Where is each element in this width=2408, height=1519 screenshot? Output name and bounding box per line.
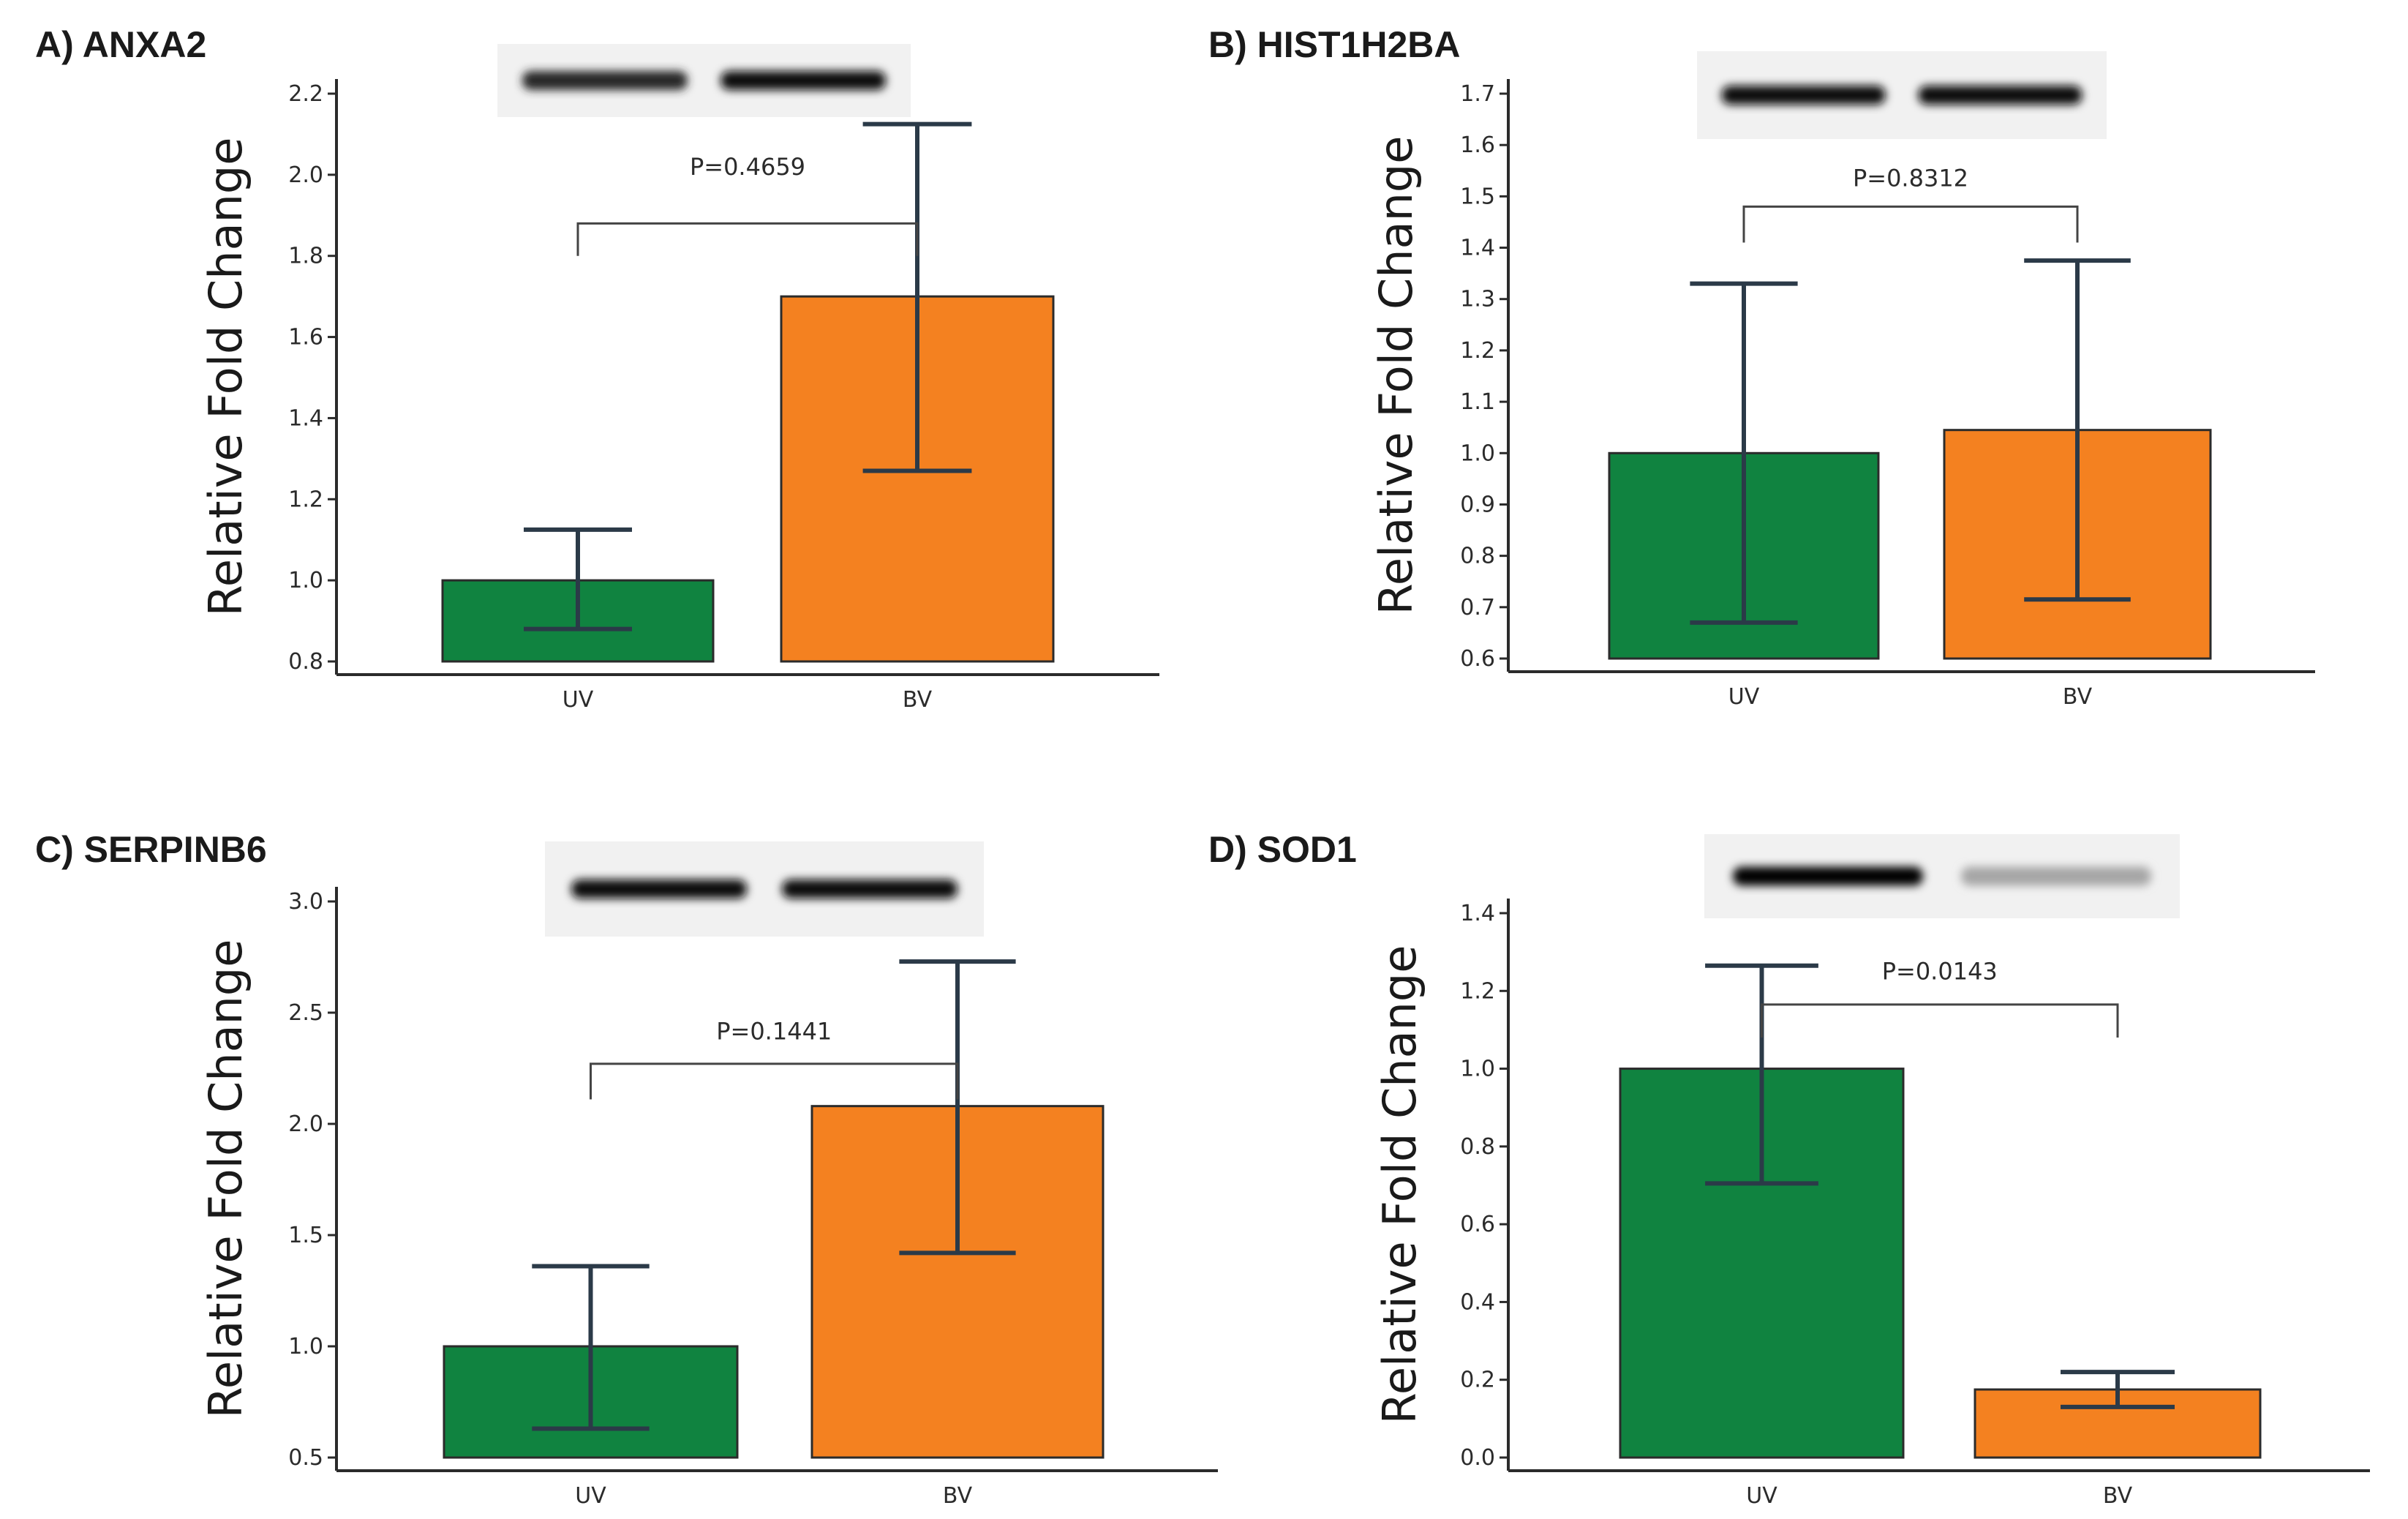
y-tick-label: 1.2 [1460, 338, 1495, 364]
y-tick-label: 3.0 [288, 889, 323, 915]
y-tick-label: 0.7 [1460, 595, 1495, 620]
panel-title: B) HIST1H2BA [1208, 24, 1460, 65]
chart-panel-3: C) SERPINB6 0.5 1.0 1.5 2.0 2.5 3.0 Relative Fo… [35, 829, 1218, 1509]
y-tick-label: 0.6 [1460, 646, 1495, 672]
x-category-label: BV [2063, 684, 2093, 710]
y-tick-label: 1.8 [288, 244, 323, 269]
y-tick-label: 1.6 [1460, 132, 1495, 158]
blot-band-bv [1918, 86, 2082, 105]
y-axis-label: Relative Fold Change [199, 939, 252, 1419]
y-tick-label: 1.3 [1460, 287, 1495, 312]
x-category-label: BV [2103, 1483, 2133, 1509]
y-axis-label: Relative Fold Change [199, 138, 252, 617]
blot-band-bv [782, 879, 957, 899]
p-value-label: P=0.4659 [690, 153, 805, 181]
significance-bracket [576, 222, 919, 256]
blot-band-bv [1961, 866, 2151, 886]
y-tick-label: 0.8 [288, 649, 323, 675]
y-tick-label: 1.2 [288, 487, 323, 512]
y-tick-label: 2.2 [288, 81, 323, 107]
y-tick-label: 0.9 [1460, 492, 1495, 517]
p-value-label: P=0.8312 [1853, 164, 1968, 192]
chart-panel-2: B) HIST1H2BA 0.6 0.7 0.8 0.9 1.0 1.1 1.2 1.3 1.4 1… [1208, 24, 2315, 710]
panel-title: A) ANXA2 [35, 24, 206, 65]
y-tick-label: 2.0 [288, 1111, 323, 1137]
x-category-label: BV [943, 1483, 973, 1509]
y-tick-label: 1.4 [1460, 901, 1495, 926]
x-category-label: UV [575, 1483, 606, 1509]
y-tick-label: 1.0 [1460, 1057, 1495, 1082]
blot-band-uv [571, 879, 747, 899]
y-tick-label: 1.0 [1460, 440, 1495, 466]
y-tick-label: 1.6 [288, 325, 323, 350]
blot-band-uv [1721, 86, 1886, 105]
blot-band-uv [522, 71, 688, 90]
chart-panel-1: A) ANXA2 0.8 1.0 1.2 1.4 1.6 1.8 2.0 2.2 Relative… [35, 24, 1159, 713]
y-tick-label: 0.6 [1460, 1212, 1495, 1237]
y-tick-label: 0.0 [1460, 1445, 1495, 1471]
p-value-label: P=0.0143 [1882, 957, 1998, 985]
y-tick-label: 0.8 [1460, 1134, 1495, 1160]
panel-title: C) SERPINB6 [35, 829, 267, 870]
y-tick-label: 2.5 [288, 1000, 323, 1026]
panel-title: D) SOD1 [1208, 829, 1357, 870]
y-tick-label: 1.5 [288, 1223, 323, 1248]
y-tick-label: 0.4 [1460, 1289, 1495, 1315]
y-tick-label: 1.5 [1460, 184, 1495, 209]
y-tick-label: 2.0 [288, 162, 323, 188]
blot-band-uv [1733, 866, 1923, 886]
y-tick-label: 1.7 [1460, 81, 1495, 107]
significance-bracket [1761, 1003, 2119, 1038]
significance-bracket [590, 1062, 959, 1100]
p-value-label: P=0.1441 [716, 1017, 832, 1045]
y-tick-label: 1.2 [1460, 978, 1495, 1004]
x-category-label: BV [903, 687, 933, 713]
y-tick-label: 1.4 [1460, 236, 1495, 261]
y-tick-label: 0.2 [1460, 1368, 1495, 1393]
blot-band-bv [720, 71, 887, 90]
y-tick-label: 0.5 [288, 1445, 323, 1471]
x-category-label: UV [1746, 1483, 1777, 1509]
y-tick-label: 1.0 [288, 1334, 323, 1359]
x-category-label: UV [1728, 684, 1760, 710]
chart-panel-4: D) SOD1 0.0 0.2 0.4 0.6 0.8 1.0 1.2 1.4 Relative … [1208, 829, 2370, 1509]
y-tick-label: 1.1 [1460, 389, 1495, 415]
y-tick-label: 1.4 [288, 405, 323, 431]
y-axis-label: Relative Fold Change [1373, 945, 1426, 1425]
significance-bracket [1742, 205, 2079, 243]
y-tick-label: 0.8 [1460, 544, 1495, 569]
y-axis-label: Relative Fold Change [1369, 136, 1423, 615]
x-category-label: UV [563, 687, 594, 713]
y-tick-label: 1.0 [288, 568, 323, 593]
